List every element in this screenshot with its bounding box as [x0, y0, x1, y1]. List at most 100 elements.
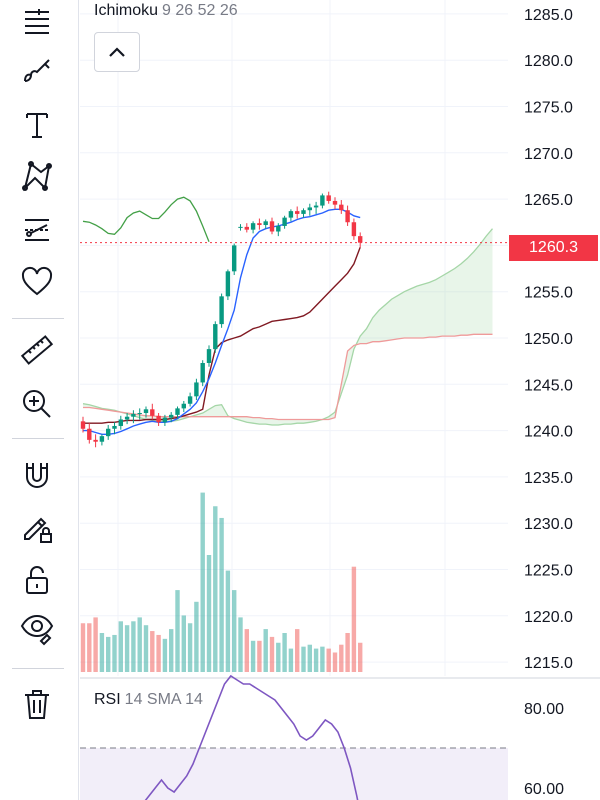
volume-bar: [295, 629, 300, 672]
candle-body: [118, 419, 123, 426]
lagging-span-line: [82, 196, 210, 242]
rsi-params: 14 SMA 14: [124, 691, 203, 708]
volume-bar: [137, 617, 142, 672]
candle-body: [282, 217, 287, 226]
rsi-legend[interactable]: RSI 14 SMA 14: [94, 691, 203, 709]
volume-bar: [332, 652, 338, 672]
pattern-icon[interactable]: [14, 156, 60, 196]
candle-body: [257, 223, 262, 226]
volume-bar: [307, 644, 312, 672]
candle-body: [162, 417, 168, 423]
volume-bar: [87, 623, 92, 672]
volume-bar: [99, 633, 105, 672]
toolbar-separator: [12, 318, 64, 319]
chart-canvas[interactable]: 1285.01280.01275.01270.01265.01260.01255…: [80, 0, 600, 800]
volume-bar: [131, 621, 136, 672]
price-axis-tick: 1215.0: [524, 655, 573, 672]
volume-bar: [269, 636, 275, 672]
ichimoku-params: 9 26 52 26: [162, 2, 238, 19]
eye-icon[interactable]: [14, 608, 60, 648]
volume-bar: [225, 570, 231, 672]
drawing-toolbar: [0, 0, 79, 800]
volume-bar: [80, 623, 86, 672]
rsi-line: [144, 674, 359, 800]
volume-bar: [106, 636, 111, 672]
candle-body: [301, 210, 306, 214]
chart-area[interactable]: 1285.01280.01275.01270.01265.01260.01255…: [80, 0, 600, 800]
price-axis-tick: 1255.0: [524, 285, 573, 302]
candle-body: [269, 221, 275, 232]
volume-bar: [219, 517, 224, 672]
toolbar-separator: [12, 668, 64, 669]
candle-body: [80, 421, 86, 429]
candle-body: [187, 396, 193, 404]
candle-body: [194, 382, 199, 397]
candle-body: [93, 439, 98, 442]
magnet-icon[interactable]: [14, 455, 60, 495]
unlock-icon[interactable]: [14, 560, 60, 600]
candle-body: [232, 245, 237, 272]
volume-bar: [326, 648, 331, 672]
volume-bar: [282, 633, 287, 672]
candle-body: [200, 363, 205, 383]
volume-bar: [301, 646, 306, 672]
zoom-in-icon[interactable]: [14, 384, 60, 424]
candle-body: [358, 236, 363, 243]
candle-body: [112, 425, 117, 429]
candle-body: [137, 413, 142, 415]
candle-body: [244, 226, 249, 230]
candle-body: [106, 428, 111, 437]
volume-bar: [194, 601, 199, 672]
volume-bar: [200, 492, 205, 672]
rsi-band-fill: [80, 748, 508, 800]
rsi-name: RSI: [94, 691, 121, 708]
cloud-fill: [83, 228, 493, 425]
volume-bar: [263, 629, 268, 672]
candle-body: [181, 403, 186, 409]
lock-drawing-icon[interactable]: [14, 507, 60, 547]
volume-bar: [232, 590, 237, 672]
candle-body: [345, 210, 350, 223]
volume-bar: [320, 646, 325, 672]
volume-bar: [345, 633, 350, 672]
heart-icon[interactable]: [14, 262, 60, 302]
volume-bar: [187, 623, 193, 672]
text-icon[interactable]: [14, 105, 60, 145]
toolbar-separator: [12, 438, 64, 439]
collapse-legend-button[interactable]: [94, 32, 140, 72]
brush-icon[interactable]: [14, 50, 60, 90]
candle-body: [339, 204, 344, 211]
volume-bar: [112, 634, 117, 672]
chevron-up-icon: [109, 47, 125, 57]
candle-body: [313, 205, 319, 208]
candle-body: [206, 349, 212, 364]
volume-bar: [175, 590, 180, 672]
ruler-icon[interactable]: [14, 330, 60, 370]
candle-body: [87, 428, 92, 440]
candle-body: [99, 436, 105, 442]
forecast-icon[interactable]: [14, 210, 60, 250]
candle-body: [225, 271, 231, 297]
candle-body: [263, 221, 268, 226]
candle-body: [124, 416, 130, 420]
crosshair-lines-icon[interactable]: [14, 2, 60, 42]
volume-bar: [181, 615, 186, 672]
volume-bar: [244, 629, 249, 672]
rsi-axis-tick: 80.00: [524, 701, 564, 718]
candle-body: [295, 211, 300, 214]
candle-body: [213, 324, 218, 350]
volume-bar: [238, 617, 243, 672]
volume-bar: [93, 617, 98, 672]
trash-icon[interactable]: [14, 684, 60, 724]
candle-body: [150, 409, 155, 416]
price-axis-tick: 1270.0: [524, 146, 573, 163]
candle-body: [131, 413, 136, 417]
price-axis-tick: 1240.0: [524, 424, 573, 441]
ichimoku-legend[interactable]: Ichimoku 9 26 52 26: [94, 2, 238, 20]
volume-bar: [313, 648, 319, 672]
price-axis-tick: 1220.0: [524, 609, 573, 626]
candle-body: [332, 200, 338, 205]
price-axis-tick: 1265.0: [524, 192, 573, 209]
base-line: [83, 246, 361, 424]
price-axis-tick: 1230.0: [524, 516, 573, 533]
